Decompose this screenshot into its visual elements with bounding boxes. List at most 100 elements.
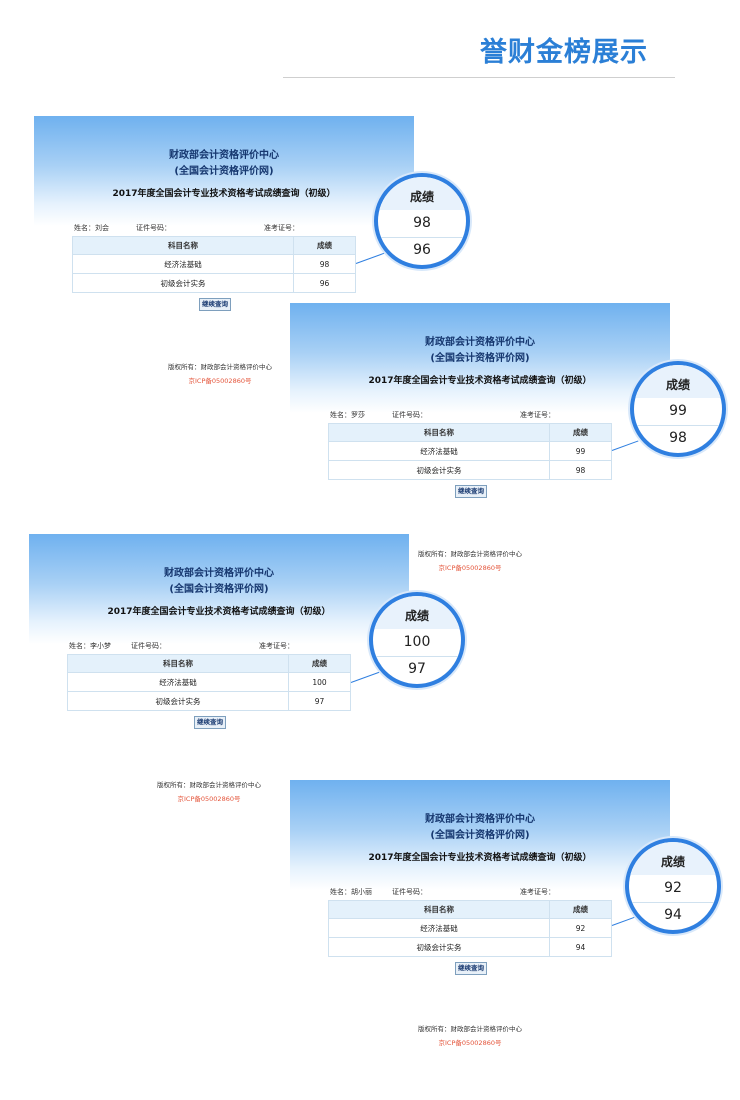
- score-magnifier-4: 成绩 92 94: [625, 838, 721, 934]
- table-row: 经济法基础 92: [328, 918, 612, 938]
- org-name: 财政部会计资格评价中心: [425, 814, 535, 825]
- score-magnifier-2: 成绩 99 98: [630, 361, 726, 457]
- continue-query-button[interactable]: 继续查询: [194, 716, 226, 729]
- subject-cell: 经济法基础: [72, 254, 294, 274]
- org-subtitle: (全国会计资格评价网): [174, 166, 274, 177]
- score-card-3: 财政部会计资格评价中心 (全国会计资格评价网) 2017年度全国会计专业技术资格…: [29, 534, 409, 854]
- copyright-text: 版权所有：财政部会计资格评价中心: [418, 550, 522, 558]
- col-score-header: 成绩: [288, 654, 351, 673]
- id-label: 证件号码：: [136, 224, 171, 232]
- table-row: 经济法基础 100: [67, 672, 351, 692]
- continue-query-button[interactable]: 继续查询: [455, 962, 487, 975]
- candidate-name: 姓名：李小梦: [69, 642, 111, 650]
- table-row: 初级会计实务 98: [328, 460, 612, 480]
- score-cell: 98: [293, 254, 356, 274]
- ticket-label: 准考证号：: [259, 642, 294, 650]
- org-subtitle: (全国会计资格评价网): [430, 353, 530, 364]
- score-cell: 98: [549, 460, 612, 480]
- subject-cell: 初级会计实务: [67, 691, 289, 711]
- continue-query-button[interactable]: 继续查询: [199, 298, 231, 311]
- lens-score-1: 98: [378, 210, 466, 238]
- score-card-4: 财政部会计资格评价中心 (全国会计资格评价网) 2017年度全国会计专业技术资格…: [290, 780, 670, 1100]
- score-table: 科目名称 成绩 经济法基础 92 初级会计实务 94: [328, 900, 612, 957]
- ticket-label: 准考证号：: [520, 888, 555, 896]
- score-cell: 99: [549, 441, 612, 461]
- score-cell: 92: [549, 918, 612, 938]
- lens-score-2: 96: [413, 242, 431, 258]
- col-subject-header: 科目名称: [67, 654, 289, 673]
- continue-query-button[interactable]: 继续查询: [455, 485, 487, 498]
- lens-score-2: 94: [664, 907, 682, 923]
- table-header-row: 科目名称 成绩: [67, 654, 351, 673]
- col-subject-header: 科目名称: [328, 423, 550, 442]
- id-label: 证件号码：: [131, 642, 166, 650]
- org-name: 财政部会计资格评价中心: [169, 150, 279, 161]
- table-row: 初级会计实务 96: [72, 273, 356, 293]
- candidate-name: 姓名：刘会: [74, 224, 109, 232]
- col-subject-header: 科目名称: [72, 236, 294, 255]
- subject-cell: 经济法基础: [328, 918, 550, 938]
- copyright-text: 版权所有：财政部会计资格评价中心: [157, 781, 261, 789]
- card-banner: [290, 780, 670, 890]
- org-name: 财政部会计资格评价中心: [425, 337, 535, 348]
- ticket-label: 准考证号：: [264, 224, 299, 232]
- lens-score-1: 99: [634, 398, 722, 426]
- candidate-name: 姓名：罗莎: [330, 411, 365, 419]
- lens-score-2: 97: [408, 661, 426, 677]
- table-header-row: 科目名称 成绩: [328, 900, 612, 919]
- lens-header: 成绩: [373, 596, 461, 629]
- col-score-header: 成绩: [549, 423, 612, 442]
- col-subject-header: 科目名称: [328, 900, 550, 919]
- candidate-name: 姓名：胡小丽: [330, 888, 372, 896]
- exam-title: 2017年度全国会计专业技术资格考试成绩查询（初级）: [368, 853, 592, 863]
- subject-cell: 初级会计实务: [72, 273, 294, 293]
- table-row: 初级会计实务 94: [328, 937, 612, 957]
- lens-score-1: 92: [629, 875, 717, 903]
- card-banner: [34, 116, 414, 226]
- table-row: 初级会计实务 97: [67, 691, 351, 711]
- exam-title: 2017年度全国会计专业技术资格考试成绩查询（初级）: [107, 607, 331, 617]
- lens-header: 成绩: [629, 842, 717, 875]
- table-header-row: 科目名称 成绩: [72, 236, 356, 255]
- lens-score-1: 100: [373, 629, 461, 657]
- subject-cell: 经济法基础: [328, 441, 550, 461]
- score-cell: 96: [293, 273, 356, 293]
- card-banner: [290, 303, 670, 413]
- col-score-header: 成绩: [293, 236, 356, 255]
- score-magnifier-3: 成绩 100 97: [369, 592, 465, 688]
- lens-header: 成绩: [378, 177, 466, 210]
- score-table: 科目名称 成绩 经济法基础 98 初级会计实务 96: [72, 236, 356, 293]
- title-divider: [283, 77, 675, 78]
- score-card-1: 财政部会计资格评价中心 (全国会计资格评价网) 2017年度全国会计专业技术资格…: [34, 116, 414, 436]
- table-header-row: 科目名称 成绩: [328, 423, 612, 442]
- score-card-2: 财政部会计资格评价中心 (全国会计资格评价网) 2017年度全国会计专业技术资格…: [290, 303, 670, 623]
- page-title: 誉财金榜展示: [480, 37, 648, 68]
- id-label: 证件号码：: [392, 411, 427, 419]
- icp-link[interactable]: 京ICP备05002860号: [177, 795, 241, 803]
- icp-link[interactable]: 京ICP备05002860号: [438, 564, 502, 572]
- copyright-text: 版权所有：财政部会计资格评价中心: [168, 363, 272, 371]
- card-banner: [29, 534, 409, 644]
- score-table: 科目名称 成绩 经济法基础 99 初级会计实务 98: [328, 423, 612, 480]
- icp-link[interactable]: 京ICP备05002860号: [188, 377, 252, 385]
- org-name: 财政部会计资格评价中心: [164, 568, 274, 579]
- subject-cell: 初级会计实务: [328, 460, 550, 480]
- copyright-text: 版权所有：财政部会计资格评价中心: [418, 1025, 522, 1033]
- icp-link[interactable]: 京ICP备05002860号: [438, 1039, 502, 1047]
- subject-cell: 经济法基础: [67, 672, 289, 692]
- col-score-header: 成绩: [549, 900, 612, 919]
- score-cell: 97: [288, 691, 351, 711]
- score-magnifier-1: 成绩 98 96: [374, 173, 470, 269]
- ticket-label: 准考证号：: [520, 411, 555, 419]
- exam-title: 2017年度全国会计专业技术资格考试成绩查询（初级）: [112, 189, 336, 199]
- score-cell: 100: [288, 672, 351, 692]
- org-subtitle: (全国会计资格评价网): [169, 584, 269, 595]
- org-subtitle: (全国会计资格评价网): [430, 830, 530, 841]
- id-label: 证件号码：: [392, 888, 427, 896]
- score-table: 科目名称 成绩 经济法基础 100 初级会计实务 97: [67, 654, 351, 711]
- subject-cell: 初级会计实务: [328, 937, 550, 957]
- lens-score-2: 98: [669, 430, 687, 446]
- table-row: 经济法基础 98: [72, 254, 356, 274]
- table-row: 经济法基础 99: [328, 441, 612, 461]
- exam-title: 2017年度全国会计专业技术资格考试成绩查询（初级）: [368, 376, 592, 386]
